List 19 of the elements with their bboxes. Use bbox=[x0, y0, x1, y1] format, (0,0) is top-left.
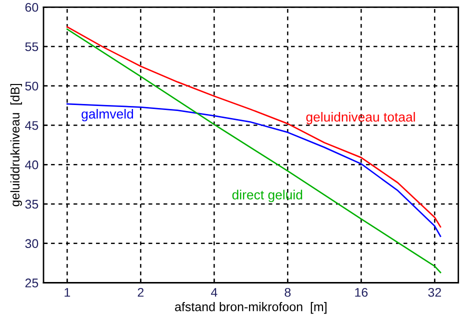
y-tick-label: 55 bbox=[25, 42, 38, 52]
x-tick-label: 16 bbox=[355, 288, 368, 297]
y-tick-label: 45 bbox=[25, 121, 38, 130]
y-tick-label: 25 bbox=[25, 278, 38, 288]
y-tick-label: 50 bbox=[25, 82, 38, 91]
series-label: geluidniveau totaal bbox=[306, 112, 415, 124]
x-tick-label: 2 bbox=[138, 288, 144, 297]
y-tick-label: 35 bbox=[25, 200, 38, 209]
x-axis-title: afstand bron-mikrofoon [m] bbox=[175, 302, 326, 314]
y-axis-title: geluiddrukniveau [dB] bbox=[10, 84, 22, 206]
x-tick-label: 32 bbox=[428, 288, 441, 297]
x-tick-label: 4 bbox=[210, 288, 218, 297]
series-label: galmveld bbox=[82, 108, 134, 122]
x-tick-label: 8 bbox=[284, 288, 291, 297]
series-label: direct geluid bbox=[232, 190, 302, 202]
y-tick-label: 40 bbox=[25, 160, 38, 170]
y-tick-label: 60 bbox=[25, 2, 38, 12]
x-tick-label: 1 bbox=[64, 288, 70, 297]
y-tick-label: 30 bbox=[25, 239, 38, 248]
